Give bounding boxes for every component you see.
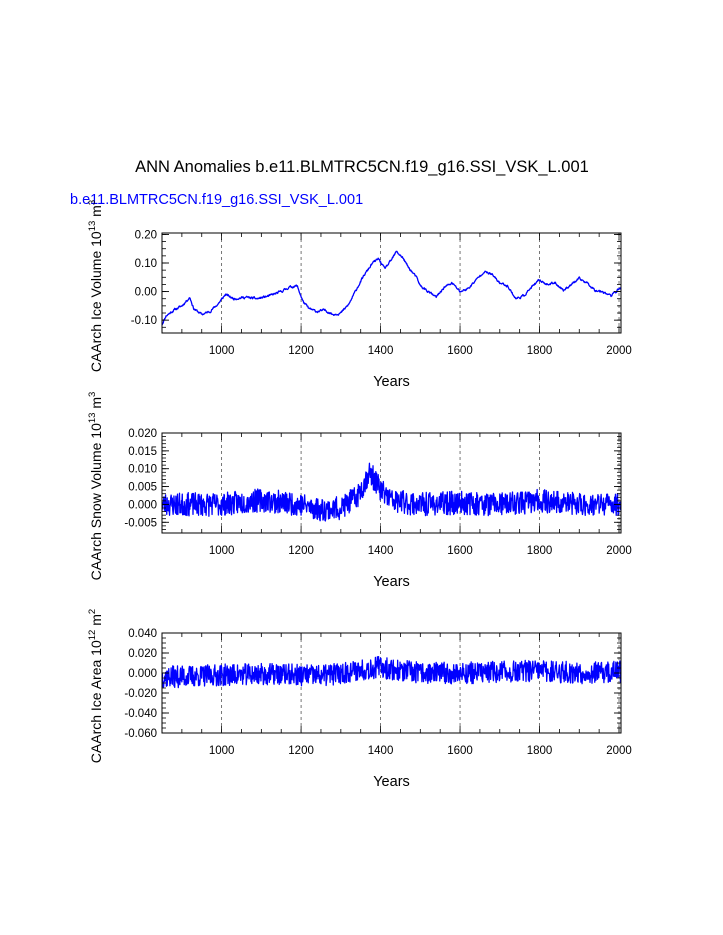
plot-frame bbox=[161, 432, 622, 534]
plot-frame bbox=[161, 632, 622, 734]
y-tick-label: 0.020 bbox=[128, 428, 157, 440]
x-tick-label: 1400 bbox=[368, 745, 394, 757]
x-axis-label: Years bbox=[373, 374, 410, 390]
x-tick-label: 1800 bbox=[527, 745, 553, 757]
x-tick-label: 1600 bbox=[447, 345, 473, 357]
x-tick-label: 1200 bbox=[288, 545, 314, 557]
figure-title: ANN Anomalies b.e11.BLMTRC5CN.f19_g16.SS… bbox=[135, 158, 589, 176]
y-tick-label: -0.060 bbox=[124, 728, 157, 740]
x-tick-label: 1400 bbox=[368, 545, 394, 557]
x-tick-label: 1400 bbox=[368, 345, 394, 357]
y-tick-label: 0.000 bbox=[128, 499, 157, 511]
x-tick-label: 1800 bbox=[527, 545, 553, 557]
x-axis-label: Years bbox=[373, 574, 410, 590]
panel-2: -0.005 0.000 0.005 0.010 0.015 0.020 1000 1200 1… bbox=[87, 392, 632, 590]
x-axis-label: Years bbox=[373, 774, 410, 790]
x-tick-label: 1200 bbox=[288, 745, 314, 757]
y-tick-label: 0.020 bbox=[128, 648, 157, 660]
x-tick-label: 1000 bbox=[209, 345, 235, 357]
y-tick-label: -0.005 bbox=[124, 517, 157, 529]
y-tick-label: 0.00 bbox=[135, 287, 157, 299]
y-tick-label: 0.10 bbox=[135, 258, 157, 270]
x-tick-label: 1000 bbox=[209, 545, 235, 557]
panels: -0.10 0.00 0.10 0.20 1000 1200 1400 1600 1800 200… bbox=[87, 200, 632, 790]
y-axis-label: CAArch Ice Area 1012 m2 bbox=[87, 609, 104, 763]
x-tick-label: 2000 bbox=[606, 545, 632, 557]
x-tick-label: 1200 bbox=[288, 345, 314, 357]
x-tick-label: 2000 bbox=[606, 345, 632, 357]
y-tick-label: 0.20 bbox=[135, 229, 157, 241]
x-tick-label: 2000 bbox=[606, 745, 632, 757]
y-tick-label: 0.005 bbox=[128, 482, 157, 494]
case-label: b.e11.BLMTRC5CN.f19_g16.SSI_VSK_L.001 bbox=[70, 192, 363, 208]
series-line bbox=[162, 656, 621, 689]
y-tick-label: 0.010 bbox=[128, 464, 157, 476]
y-tick-label: -0.040 bbox=[124, 708, 157, 720]
panel-3: -0.060 -0.040 -0.020 0.000 0.020 0.040 1000 120… bbox=[87, 609, 632, 790]
x-tick-label: 1600 bbox=[447, 545, 473, 557]
y-tick-label: -0.10 bbox=[131, 315, 157, 327]
y-axis-label: CAArch Snow Volume 1013 m3 bbox=[87, 392, 104, 581]
plot-frame bbox=[161, 232, 622, 334]
y-axis-label: CAArch Ice Volume 1013 m3 bbox=[87, 200, 104, 372]
x-tick-label: 1800 bbox=[527, 345, 553, 357]
x-tick-label: 1000 bbox=[209, 745, 235, 757]
y-tick-label: 0.015 bbox=[128, 446, 157, 458]
series-line bbox=[162, 250, 621, 326]
panel-1: -0.10 0.00 0.10 0.20 1000 1200 1400 1600 1800 200… bbox=[87, 200, 632, 390]
x-tick-label: 1600 bbox=[447, 745, 473, 757]
y-tick-label: 0.000 bbox=[128, 668, 157, 680]
y-tick-label: -0.020 bbox=[124, 688, 157, 700]
y-tick-label: 0.040 bbox=[128, 628, 157, 640]
series-line bbox=[162, 462, 621, 522]
